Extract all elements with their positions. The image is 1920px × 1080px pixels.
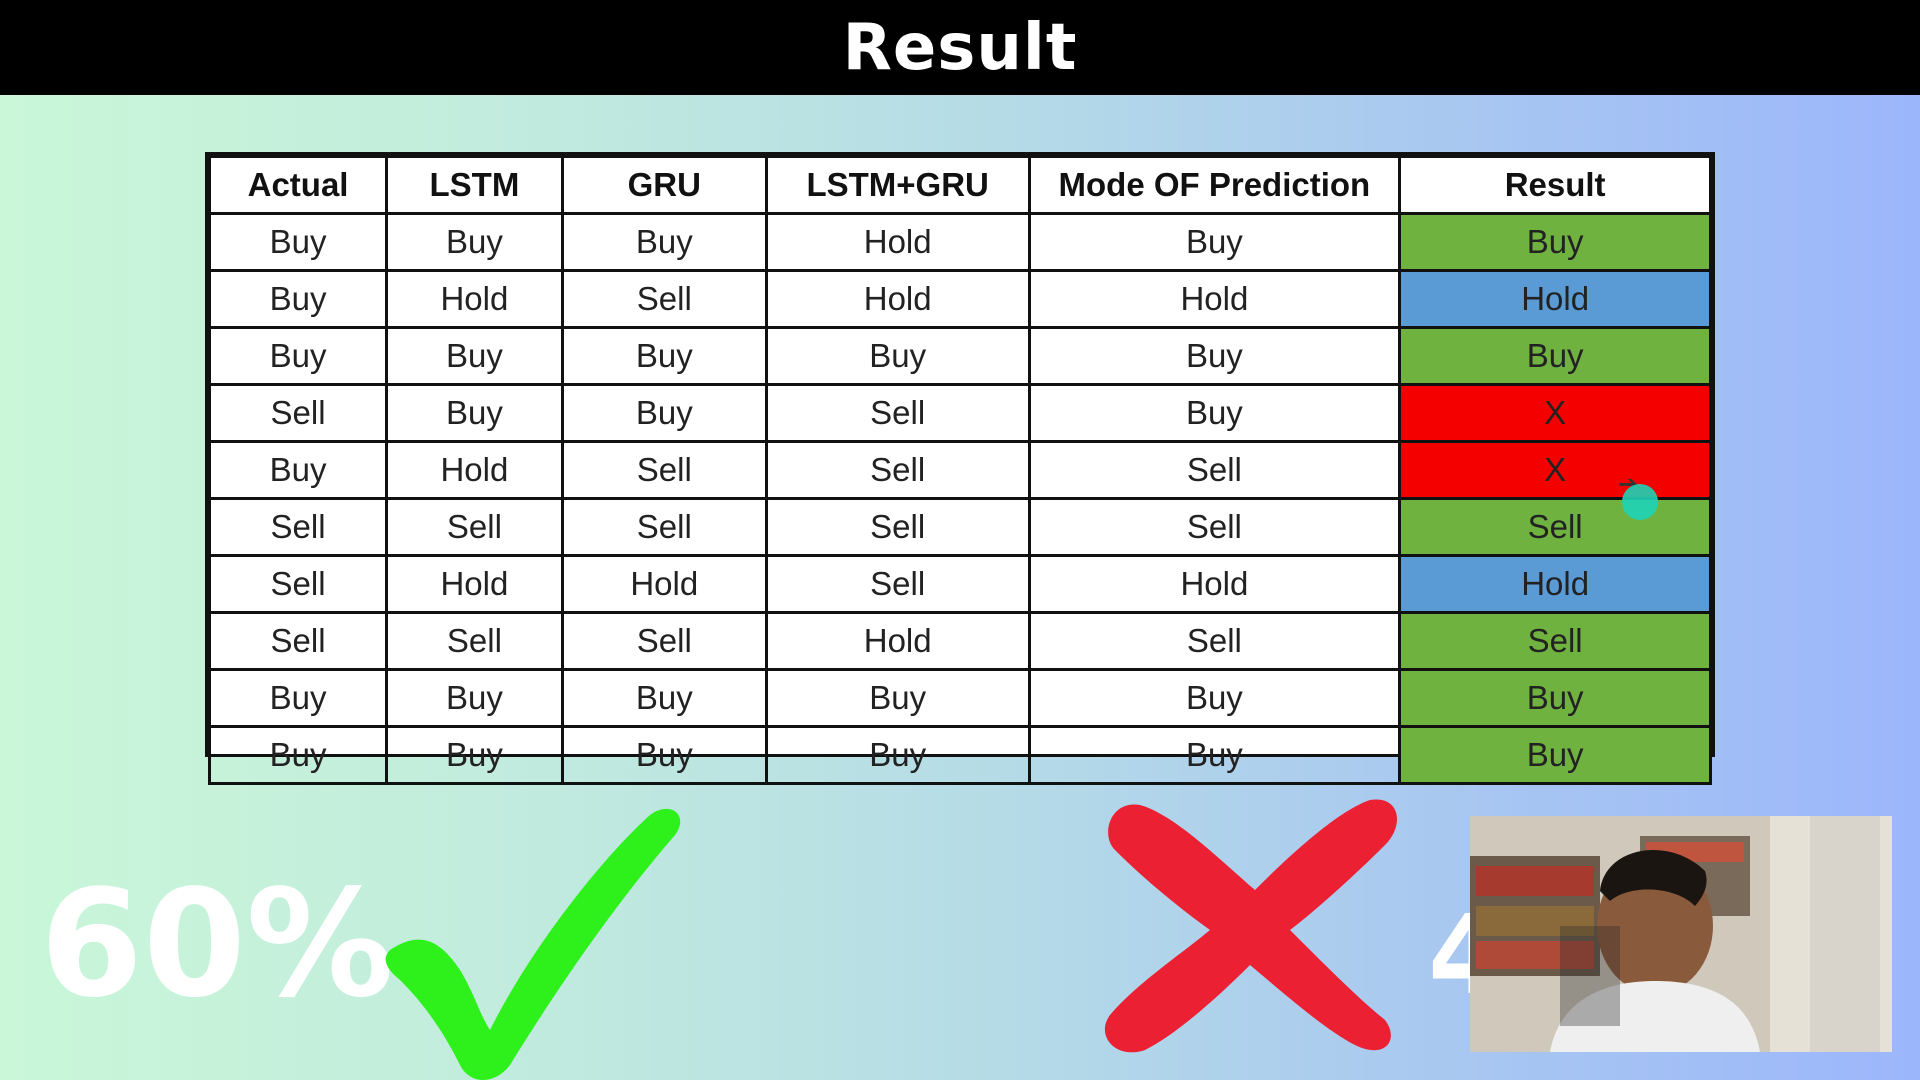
cell-lstm-gru: Hold bbox=[764, 212, 1031, 272]
table-row: Buy Hold Sell Sell Sell X bbox=[207, 440, 1712, 500]
cell-mode-of-prediction: Buy bbox=[1027, 725, 1402, 785]
cell-actual: Buy bbox=[207, 440, 389, 500]
cell-gru: Sell bbox=[560, 497, 768, 557]
column-header-result: Result bbox=[1398, 155, 1712, 215]
column-header-lstm-gru: LSTM+GRU bbox=[764, 155, 1031, 215]
cell-result: X bbox=[1398, 383, 1712, 443]
cell-lstm-gru: Buy bbox=[764, 668, 1031, 728]
table-row: Buy Buy Buy Buy Buy Buy bbox=[207, 326, 1712, 386]
column-header-mode-of-prediction: Mode OF Prediction bbox=[1027, 155, 1402, 215]
cross-mark-icon bbox=[1104, 799, 1397, 1053]
cell-actual: Buy bbox=[207, 668, 389, 728]
results-table-container: Actual LSTM GRU LSTM+GRU Mode OF Predict… bbox=[205, 152, 1715, 785]
cell-actual: Sell bbox=[207, 383, 389, 443]
cell-lstm: Buy bbox=[385, 326, 564, 386]
cell-lstm: Hold bbox=[385, 269, 564, 329]
cell-mode-of-prediction: Sell bbox=[1027, 440, 1402, 500]
table-row: Sell Sell Sell Hold Sell Sell bbox=[207, 611, 1712, 671]
cell-actual: Sell bbox=[207, 611, 389, 671]
cell-result: Hold bbox=[1398, 269, 1712, 329]
cell-lstm-gru: Sell bbox=[764, 383, 1031, 443]
webcam-video-feed bbox=[1470, 816, 1892, 1052]
cell-lstm-gru: Sell bbox=[764, 497, 1031, 557]
cell-gru: Buy bbox=[560, 383, 768, 443]
cell-lstm: Sell bbox=[385, 497, 564, 557]
cell-result: Sell bbox=[1398, 611, 1712, 671]
cell-result: Buy bbox=[1398, 725, 1712, 785]
cell-lstm: Hold bbox=[385, 440, 564, 500]
cell-actual: Buy bbox=[207, 326, 389, 386]
cell-lstm-gru: Sell bbox=[764, 554, 1031, 614]
cell-actual: Buy bbox=[207, 725, 389, 785]
cell-lstm: Buy bbox=[385, 212, 564, 272]
cell-mode-of-prediction: Buy bbox=[1027, 383, 1402, 443]
cell-gru: Buy bbox=[560, 326, 768, 386]
cell-mode-of-prediction: Hold bbox=[1027, 269, 1402, 329]
cell-gru: Buy bbox=[560, 668, 768, 728]
cell-mode-of-prediction: Sell bbox=[1027, 611, 1402, 671]
cell-gru: Sell bbox=[560, 611, 768, 671]
cell-lstm-gru: Buy bbox=[764, 725, 1031, 785]
column-header-lstm: LSTM bbox=[385, 155, 564, 215]
cursor-highlight bbox=[1622, 484, 1658, 520]
cell-gru: Sell bbox=[560, 440, 768, 500]
page-title: Result bbox=[842, 10, 1078, 85]
table-row: Buy Buy Buy Buy Buy Buy bbox=[207, 668, 1712, 728]
title-bar: Result bbox=[0, 0, 1920, 95]
cell-mode-of-prediction: Buy bbox=[1027, 668, 1402, 728]
cell-actual: Sell bbox=[207, 497, 389, 557]
table-row: Buy Hold Sell Hold Hold Hold bbox=[207, 269, 1712, 329]
table-row: Buy Buy Buy Hold Buy Buy bbox=[207, 212, 1712, 272]
column-header-gru: GRU bbox=[560, 155, 768, 215]
cell-gru: Hold bbox=[560, 554, 768, 614]
cell-mode-of-prediction: Buy bbox=[1027, 212, 1402, 272]
cell-result: X bbox=[1398, 440, 1712, 500]
check-mark-icon bbox=[385, 808, 681, 1080]
results-table: Actual LSTM GRU LSTM+GRU Mode OF Predict… bbox=[207, 155, 1712, 785]
cell-result: Sell bbox=[1398, 497, 1712, 557]
correct-percentage: 60% bbox=[40, 858, 395, 1030]
table-row: Buy Buy Buy Buy Buy Buy bbox=[207, 725, 1712, 785]
column-header-actual: Actual bbox=[207, 155, 389, 215]
cell-lstm: Hold bbox=[385, 554, 564, 614]
cell-gru: Sell bbox=[560, 269, 768, 329]
table-row: Sell Hold Hold Sell Hold Hold bbox=[207, 554, 1712, 614]
cell-gru: Buy bbox=[560, 212, 768, 272]
cell-actual: Buy bbox=[207, 269, 389, 329]
cell-mode-of-prediction: Sell bbox=[1027, 497, 1402, 557]
cell-result: Buy bbox=[1398, 212, 1712, 272]
cell-lstm: Buy bbox=[385, 725, 564, 785]
cell-result: Buy bbox=[1398, 326, 1712, 386]
cell-actual: Sell bbox=[207, 554, 389, 614]
cell-actual: Buy bbox=[207, 212, 389, 272]
table-header-row: Actual LSTM GRU LSTM+GRU Mode OF Predict… bbox=[207, 155, 1712, 215]
cell-mode-of-prediction: Hold bbox=[1027, 554, 1402, 614]
webcam-image bbox=[1470, 816, 1892, 1052]
cell-result: Hold bbox=[1398, 554, 1712, 614]
cell-result: Buy bbox=[1398, 668, 1712, 728]
cell-lstm-gru: Buy bbox=[764, 326, 1031, 386]
cell-lstm-gru: Hold bbox=[764, 269, 1031, 329]
table-row: Sell Buy Buy Sell Buy X bbox=[207, 383, 1712, 443]
cell-lstm: Buy bbox=[385, 668, 564, 728]
cell-lstm: Buy bbox=[385, 383, 564, 443]
cell-gru: Buy bbox=[560, 725, 768, 785]
cell-lstm-gru: Hold bbox=[764, 611, 1031, 671]
cell-lstm: Sell bbox=[385, 611, 564, 671]
table-row: Sell Sell Sell Sell Sell Sell bbox=[207, 497, 1712, 557]
cell-lstm-gru: Sell bbox=[764, 440, 1031, 500]
cell-mode-of-prediction: Buy bbox=[1027, 326, 1402, 386]
